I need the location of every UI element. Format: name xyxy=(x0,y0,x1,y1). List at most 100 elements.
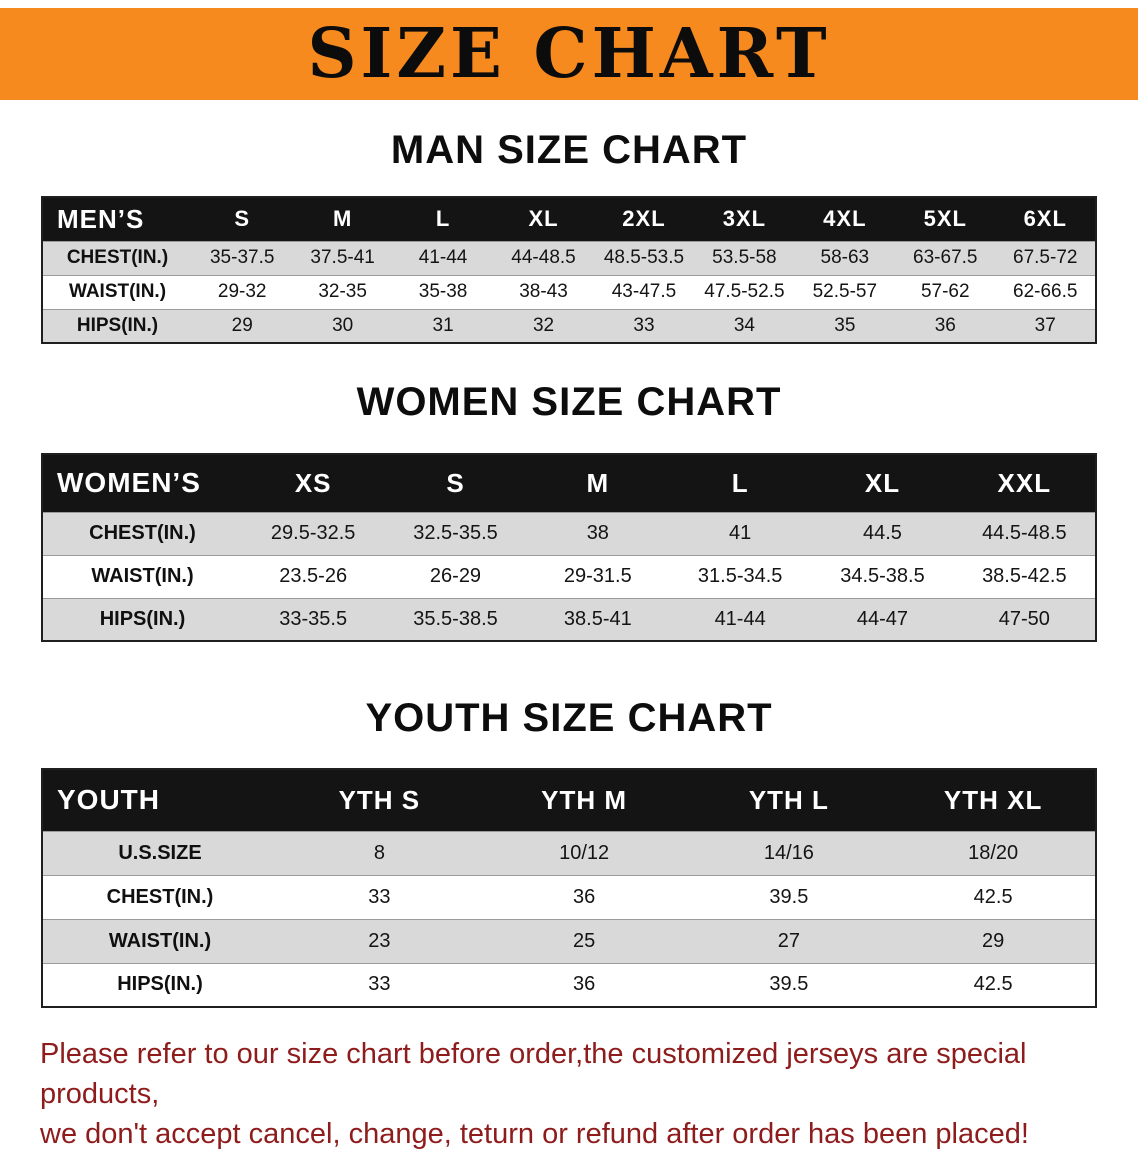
table-header-row: YOUTH YTH S YTH M YTH L YTH XL xyxy=(42,769,1096,831)
measurement-value: 25 xyxy=(573,929,596,952)
table-row: CHEST(IN.) 29.5-32.5 32.5-35.5 38 41 44.5 44.5… xyxy=(42,512,1096,555)
table-row: CHEST(IN.) 33 36 39.5 42.5 xyxy=(42,875,1096,919)
measurement-value: 31.5-34.5 xyxy=(697,565,783,587)
measurement-value: 38.5-41 xyxy=(563,607,632,630)
table-row: WAIST(IN.) 29-32 32-35 35-38 38-43 43-47.5 47.… xyxy=(42,275,1096,309)
table-header-row: MEN’S S M L XL 2XL 3XL 4XL 5XL 6XL xyxy=(42,197,1096,241)
measurement-value: 23.5-26 xyxy=(279,565,348,587)
measurement-value: 29-31.5 xyxy=(563,565,632,587)
measurement-label: HIPS(IN.) xyxy=(117,973,203,996)
measurement-value: 23 xyxy=(368,929,391,952)
size-column-header: M xyxy=(526,454,669,512)
measurement-value: 35-37.5 xyxy=(209,247,275,268)
measurement-value: 38 xyxy=(586,522,609,544)
size-column-header: XS xyxy=(242,454,385,512)
measurement-label: CHEST(IN.) xyxy=(66,247,169,268)
measurement-value: 44-48.5 xyxy=(511,247,576,268)
measurement-value: 36 xyxy=(573,885,596,908)
table-row: U.S.SIZE 8 10/12 14/16 18/20 xyxy=(42,831,1096,875)
measurement-value: 18/20 xyxy=(968,841,1019,864)
banner: SIZE CHART xyxy=(0,8,1138,100)
size-column-header: YTH M xyxy=(481,769,687,831)
measurement-value: 27 xyxy=(777,929,800,952)
size-column-header: S xyxy=(192,197,293,241)
disclaimer: Please refer to our size chart before or… xyxy=(40,1034,1098,1154)
measurement-label: WAIST(IN.) xyxy=(108,929,212,952)
measurement-value: 29-32 xyxy=(217,281,267,302)
measurement-label: CHEST(IN.) xyxy=(89,522,196,544)
measurement-value: 37.5-41 xyxy=(310,247,375,268)
measurement-value: 36 xyxy=(934,314,956,336)
men-size-section: MAN SIZE CHART MEN’S S M L XL 2XL 3XL 4XL 5XL 6XL… xyxy=(0,126,1138,344)
measurement-value: 33 xyxy=(368,973,391,996)
measurement-value: 47-50 xyxy=(998,607,1050,630)
size-column-header: L xyxy=(392,197,494,241)
measurement-value: 29.5-32.5 xyxy=(270,522,356,544)
men-size-table: MEN’S S M L XL 2XL 3XL 4XL 5XL 6XL CHEST(IN.) 35-37… xyxy=(41,196,1097,344)
table-row: HIPS(IN.) 29 30 31 32 33 34 35 36 37 xyxy=(42,309,1096,343)
measurement-value: 8 xyxy=(373,841,385,864)
measurement-value: 35-38 xyxy=(418,281,468,302)
table-header-row: WOMEN’S XS S M L XL XXL xyxy=(42,454,1096,512)
measurement-value: 33-35.5 xyxy=(279,607,348,630)
size-column-header: 3XL xyxy=(694,197,795,241)
measurement-value: 47.5-52.5 xyxy=(704,281,785,302)
youth-section-heading: YOUTH SIZE CHART xyxy=(365,696,773,740)
size-column-header: YTH XL xyxy=(891,769,1096,831)
measurement-value: 31 xyxy=(432,314,454,336)
measurement-value: 30 xyxy=(332,314,354,336)
table-row: HIPS(IN.) 33-35.5 35.5-38.5 38.5-41 41-44 44-… xyxy=(42,598,1096,641)
measurement-value: 10/12 xyxy=(559,841,610,864)
measurement-value: 58-63 xyxy=(820,247,870,268)
measurement-label: HIPS(IN.) xyxy=(76,314,159,336)
measurement-value: 34.5-38.5 xyxy=(840,565,925,587)
measurement-value: 43-47.5 xyxy=(611,281,677,302)
size-column-header: XL xyxy=(811,454,954,512)
measurement-value: 32 xyxy=(532,314,555,336)
measurement-value: 41-44 xyxy=(714,607,766,630)
women-section-heading: WOMEN SIZE CHART xyxy=(356,380,782,424)
measurement-value: 33 xyxy=(368,885,391,908)
measurement-value: 38.5-42.5 xyxy=(982,565,1067,587)
table-row: CHEST(IN.) 35-37.5 37.5-41 41-44 44-48.5 48.5… xyxy=(42,241,1096,275)
page-title: SIZE CHART xyxy=(307,14,831,94)
size-column-header: YTH S xyxy=(277,769,482,831)
size-column-header: 2XL xyxy=(593,197,695,241)
youth-size-section: YOUTH SIZE CHART YOUTH YTH S YTH M YTH L YTH… xyxy=(0,694,1138,1008)
measurement-value: 35.5-38.5 xyxy=(413,607,498,630)
measurement-value: 37 xyxy=(1034,314,1056,336)
measurement-value: 36 xyxy=(573,973,596,996)
size-column-header: L xyxy=(668,454,812,512)
disclaimer-line-1: Please refer to our size chart before or… xyxy=(40,1038,1027,1111)
measurement-label: WAIST(IN.) xyxy=(91,565,194,587)
size-column-header: XL xyxy=(493,197,594,241)
measurement-label: HIPS(IN.) xyxy=(99,607,186,630)
table-row: HIPS(IN.) 33 36 39.5 42.5 xyxy=(42,963,1096,1007)
measurement-value: 44-47 xyxy=(856,607,909,630)
measurement-value: 38-43 xyxy=(519,281,568,302)
measurement-label: CHEST(IN.) xyxy=(106,885,214,908)
measurement-value: 14/16 xyxy=(763,841,814,864)
table-corner-label: YOUTH xyxy=(42,769,277,831)
youth-size-table: YOUTH YTH S YTH M YTH L YTH XL U.S.SIZE 8 10/12… xyxy=(41,768,1097,1008)
size-column-header: 5XL xyxy=(895,197,996,241)
measurement-value: 63-67.5 xyxy=(913,247,978,268)
measurement-value: 41-44 xyxy=(418,247,468,268)
measurement-value: 57-62 xyxy=(920,281,970,302)
size-column-header: S xyxy=(384,454,527,512)
measurement-value: 42.5 xyxy=(973,885,1013,908)
measurement-value: 26-29 xyxy=(429,565,482,587)
measurement-value: 39.5 xyxy=(769,973,809,996)
measurement-value: 32-35 xyxy=(318,281,367,302)
table-corner-label: MEN’S xyxy=(42,197,192,241)
size-column-header: YTH L xyxy=(686,769,892,831)
measurement-value: 53.5-58 xyxy=(712,247,777,268)
size-column-header: 4XL xyxy=(794,197,896,241)
measurement-value: 35 xyxy=(834,314,856,336)
size-chart-page: SIZE CHART MAN SIZE CHART MEN’S S M L XL 2XL 3… xyxy=(0,8,1138,1154)
size-column-header: XXL xyxy=(953,454,1096,512)
measurement-label: WAIST(IN.) xyxy=(68,281,167,302)
measurement-value: 32.5-35.5 xyxy=(413,522,498,544)
measurement-value: 29 xyxy=(231,314,253,336)
measurement-value: 34 xyxy=(733,314,755,336)
